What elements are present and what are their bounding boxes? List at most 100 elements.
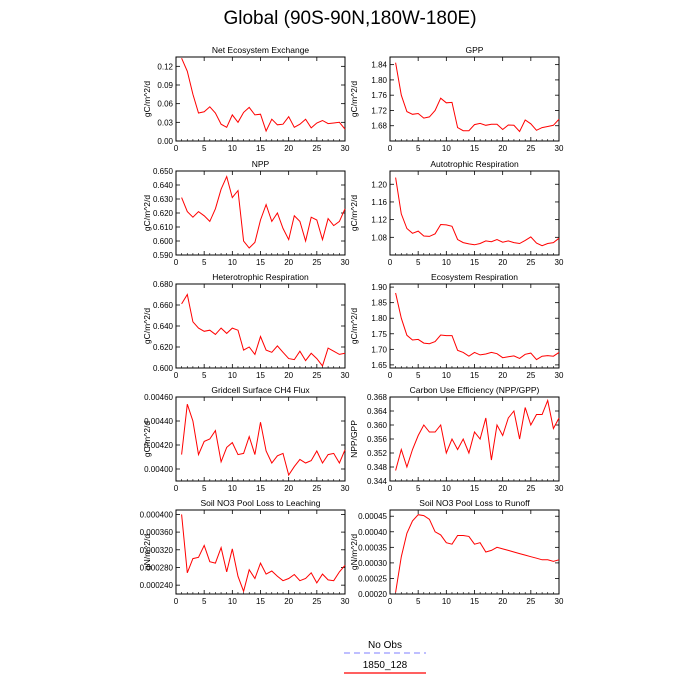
panel-soil-no3-pool-loss-to-leaching-xtick-label: 15 [256,597,265,606]
panel-soil-no3-pool-loss-to-runoff-ytick-label: 0.00030 [358,559,387,568]
panel-carbon-use-efficiency-npp-gpp-ytick-label: 0.364 [367,407,388,416]
legend-label-1850-128: 1850_128 [362,660,408,671]
panel-soil-no3-pool-loss-to-runoff-xtick-label: 0 [388,597,393,606]
panel-heterotrophic-respiration-xtick-label: 5 [202,371,207,380]
panel-gridcell-surface-ch4-flux: Gridcell Surface CH4 Flux gC/m^2/d 0 5 10 15 2… [142,385,350,493]
panel-gpp-xtick-label: 15 [470,144,479,153]
panel-gpp-title: GPP [466,45,484,55]
panel-npp-ytick-label: 0.650 [153,167,174,176]
panel-carbon-use-efficiency-npp-gpp-xtick-label: 10 [442,484,451,493]
panel-npp-xtick-label: 10 [228,258,237,267]
panel-soil-no3-pool-loss-to-leaching-ytick-label: 0.000280 [140,563,174,572]
panel-autotrophic-respiration-ytick-label: 1.12 [371,216,387,225]
panel-ecosystem-respiration-xtick-label: 10 [442,371,451,380]
panel-soil-no3-pool-loss-to-leaching-title: Soil NO3 Pool Loss to Leaching [200,498,320,508]
panel-gridcell-surface-ch4-flux-xtick-label: 15 [256,484,265,493]
panel-npp-ytick-label: 0.600 [153,237,174,246]
panel-net-ecosystem-exchange-xtick-label: 20 [284,144,293,153]
panel-autotrophic-respiration-xtick-label: 5 [416,258,421,267]
panel-carbon-use-efficiency-npp-gpp-ytick-label: 0.348 [367,463,388,472]
panel-soil-no3-pool-loss-to-runoff-ytick-label: 0.00020 [358,590,387,599]
panel-carbon-use-efficiency-npp-gpp-frame [389,396,560,482]
panel-gpp-xtick-label: 30 [555,144,564,153]
panel-gpp-ytick-label: 1.80 [371,76,387,85]
panel-gpp-xtick-label: 0 [388,144,393,153]
panel-gpp-xtick-label: 25 [526,144,535,153]
panel-ecosystem-respiration-ytick-label: 1.85 [371,299,387,308]
panel-carbon-use-efficiency-npp-gpp-ytick-label: 0.356 [367,435,388,444]
panel-net-ecosystem-exchange-ytick-label: 0.06 [157,100,173,109]
panel-soil-no3-pool-loss-to-leaching-xtick-label: 20 [284,597,293,606]
panel-autotrophic-respiration-ylabel: gC/m^2/d [349,195,359,231]
panel-npp-series-line [181,175,346,249]
panel-npp-xtick-label: 15 [256,258,265,267]
panel-ecosystem-respiration-frame [389,283,560,369]
panel-gpp-frame [389,56,560,142]
panel-gridcell-surface-ch4-flux-xtick-label: 30 [341,484,350,493]
panel-carbon-use-efficiency-npp-gpp-xtick-label: 0 [388,484,393,493]
panel-soil-no3-pool-loss-to-leaching-xtick-label: 30 [341,597,350,606]
panel-soil-no3-pool-loss-to-leaching-series-line [181,514,346,593]
panel-gpp-ytick-label: 1.84 [371,61,387,70]
panel-carbon-use-efficiency-npp-gpp-ylabel: NPP/GPP [349,420,359,458]
panel-gridcell-surface-ch4-flux-xtick-label: 10 [228,484,237,493]
panel-ecosystem-respiration-title: Ecosystem Respiration [431,272,518,282]
panel-net-ecosystem-exchange-frame [175,56,346,142]
panel-autotrophic-respiration-xtick-label: 0 [388,258,393,267]
panel-soil-no3-pool-loss-to-runoff: Soil NO3 Pool Loss to Runoff gN/m^2/d 0 5 10… [349,498,564,606]
panel-heterotrophic-respiration-xtick-label: 20 [284,371,293,380]
panel-autotrophic-respiration-xtick-label: 20 [498,258,507,267]
panel-ecosystem-respiration-xtick-label: 0 [388,371,393,380]
panel-npp-xtick-label: 25 [312,258,321,267]
panel-soil-no3-pool-loss-to-runoff-ylabel: gN/m^2/d [349,534,359,570]
panel-npp-title: NPP [252,159,270,169]
panel-ecosystem-respiration-series-line [395,292,560,361]
panel-soil-no3-pool-loss-to-runoff-frame [389,509,560,595]
panel-gpp-xtick-label: 10 [442,144,451,153]
panel-autotrophic-respiration-ytick-label: 1.08 [371,233,387,242]
panel-npp-ytick-label: 0.590 [153,251,174,260]
panel-heterotrophic-respiration-ytick-label: 0.600 [153,364,174,373]
panel-net-ecosystem-exchange: Net Ecosystem Exchange gC/m^2/d 0 5 10 15 20 25… [142,45,350,153]
panel-ecosystem-respiration-xtick-label: 25 [526,371,535,380]
panel-gpp-xtick-label: 5 [416,144,421,153]
panel-gpp-ylabel: gC/m^2/d [349,81,359,117]
panel-net-ecosystem-exchange-xtick-label: 10 [228,144,237,153]
panel-soil-no3-pool-loss-to-leaching-xtick-label: 10 [228,597,237,606]
panel-heterotrophic-respiration-ylabel: gC/m^2/d [142,308,152,344]
panel-npp-ytick-label: 0.630 [153,195,174,204]
panel-net-ecosystem-exchange-series-line [181,58,346,133]
panel-soil-no3-pool-loss-to-runoff-ytick-label: 0.00040 [358,528,387,537]
panel-gpp-series-line [395,62,560,133]
panel-heterotrophic-respiration-ytick-label: 0.680 [153,280,174,289]
panel-gridcell-surface-ch4-flux-xtick-label: 25 [312,484,321,493]
panel-gridcell-surface-ch4-flux-frame [175,396,346,482]
panel-net-ecosystem-exchange-ytick-label: 0.12 [157,62,173,71]
panel-gridcell-surface-ch4-flux-ytick-label: 0.00400 [144,465,173,474]
panel-npp-xtick-label: 20 [284,258,293,267]
panel-carbon-use-efficiency-npp-gpp-series-line [395,398,560,471]
panel-heterotrophic-respiration-xtick-label: 10 [228,371,237,380]
panel-soil-no3-pool-loss-to-runoff-title: Soil NO3 Pool Loss to Runoff [419,498,530,508]
panel-soil-no3-pool-loss-to-leaching-xtick-label: 5 [202,597,207,606]
panel-carbon-use-efficiency-npp-gpp-ytick-label: 0.352 [367,449,388,458]
panel-net-ecosystem-exchange-xtick-label: 0 [174,144,179,153]
panel-soil-no3-pool-loss-to-runoff-ytick-label: 0.00035 [358,543,387,552]
panel-net-ecosystem-exchange-ytick-label: 0.09 [157,81,173,90]
panel-heterotrophic-respiration-xtick-label: 25 [312,371,321,380]
panel-carbon-use-efficiency-npp-gpp-ytick-label: 0.344 [367,477,388,486]
panel-npp-frame [175,170,346,256]
panel-soil-no3-pool-loss-to-runoff-xtick-label: 20 [498,597,507,606]
panel-soil-no3-pool-loss-to-leaching-ytick-label: 0.000360 [140,528,174,537]
figure-title: Global (90S-90N,180W-180E) [223,8,477,29]
panel-ecosystem-respiration-xtick-label: 30 [555,371,564,380]
panel-autotrophic-respiration-series-line [395,177,560,247]
panel-gpp-ytick-label: 1.76 [371,91,387,100]
panel-gridcell-surface-ch4-flux-xtick-label: 0 [174,484,179,493]
panel-npp-xtick-label: 30 [341,258,350,267]
panel-gridcell-surface-ch4-flux-xtick-label: 5 [202,484,207,493]
panel-carbon-use-efficiency-npp-gpp-xtick-label: 25 [526,484,535,493]
panel-soil-no3-pool-loss-to-leaching-ytick-label: 0.000320 [140,546,174,555]
panel-gpp-ytick-label: 1.72 [371,106,387,115]
